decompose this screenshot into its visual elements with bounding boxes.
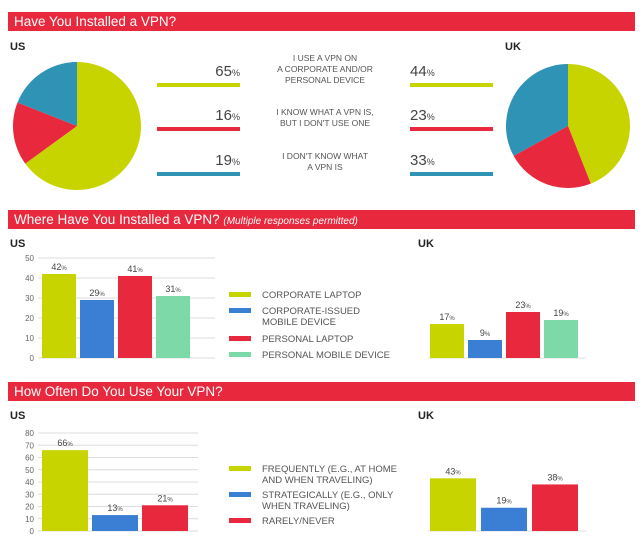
country-label-uk: UK <box>418 410 434 422</box>
where-uk-value-label: 17% <box>439 312 455 322</box>
freq-us-value-label: 13% <box>107 503 123 513</box>
freq-us-tick-label: 40 <box>25 478 34 487</box>
freq-us-tick-label: 70 <box>25 441 34 450</box>
where-legend-label: MOBILE DEVICE <box>262 317 336 328</box>
freq-uk-bar <box>532 484 578 531</box>
where-us-bar <box>156 296 190 358</box>
section-title: Where Have You Installed a VPN? <box>14 212 220 227</box>
where-us-tick-label: 40 <box>25 274 34 283</box>
category-label: I USE A VPN ON <box>293 53 357 63</box>
where-uk-bar <box>506 312 540 358</box>
section-banner-where: Where Have You Installed a VPN? (Multipl… <box>8 210 635 229</box>
where-legend-swatch <box>229 308 251 313</box>
where-us-tick-label: 30 <box>25 294 34 303</box>
category-label: PERSONAL DEVICE <box>285 75 365 85</box>
where-us-value-label: 42% <box>51 262 67 272</box>
where-legend-label: PERSONAL LAPTOP <box>262 334 353 345</box>
section-banner-installed: Have You Installed a VPN? <box>8 12 635 31</box>
us-value-label: 65% <box>215 63 240 80</box>
freq-uk-value-label: 19% <box>496 496 512 506</box>
where-uk-value-label: 9% <box>480 328 491 338</box>
freq-legend-label: AND WHEN TRAVELING) <box>262 475 373 486</box>
country-label-uk: UK <box>418 238 434 250</box>
freq-us-value-label: 21% <box>157 493 173 503</box>
category-label: A CORPORATE AND/OR <box>277 64 373 74</box>
where-uk-bar <box>544 320 578 358</box>
where-us-tick-label: 50 <box>25 254 34 263</box>
uk-value-label: 23% <box>410 107 435 124</box>
freq-us-tick-label: 20 <box>25 503 34 512</box>
freq-us-tick-label: 60 <box>25 454 34 463</box>
where-legend-swatch <box>229 352 251 357</box>
uk-pie-slice <box>506 64 568 156</box>
section-title: How Often Do You Use Your VPN? <box>14 384 223 399</box>
us-value-label: 16% <box>215 107 240 124</box>
freq-legend-label: RARELY/NEVER <box>262 516 335 527</box>
freq-us-tick-label: 10 <box>25 515 34 524</box>
category-label: I DON'T KNOW WHAT <box>282 151 368 161</box>
country-label-us: US <box>10 410 26 422</box>
freq-legend-swatch <box>229 492 251 497</box>
freq-legend-label: STRATEGICALLY (E.G., ONLY <box>262 490 394 501</box>
where-us-value-label: 31% <box>165 284 181 294</box>
freq-us-tick-label: 50 <box>25 466 34 475</box>
category-label: A VPN IS <box>307 162 343 172</box>
freq-us-bar <box>142 505 188 531</box>
uk-value-label: 33% <box>410 152 435 169</box>
freq-legend-swatch <box>229 518 251 523</box>
section-banner-frequency: How Often Do You Use Your VPN? <box>8 382 635 401</box>
where-legend-label: CORPORATE-ISSUED <box>262 306 360 317</box>
country-label-us: US <box>10 41 26 53</box>
us-pie-slice <box>13 102 77 164</box>
category-label: I KNOW WHAT A VPN IS, <box>276 107 373 117</box>
where-legend-label: CORPORATE LAPTOP <box>262 290 361 301</box>
freq-us-tick-label: 80 <box>25 429 34 438</box>
uk-value-label: 44% <box>410 63 435 80</box>
freq-us-bar <box>92 515 138 531</box>
freq-uk-value-label: 38% <box>547 472 563 482</box>
uk-pie-slice <box>513 126 591 188</box>
freq-us-tick-label: 30 <box>25 490 34 499</box>
freq-legend-label: WHEN TRAVELING) <box>262 501 350 512</box>
freq-us-value-label: 66% <box>57 438 73 448</box>
where-legend-label: PERSONAL MOBILE DEVICE <box>262 350 390 361</box>
where-uk-bar <box>468 340 502 358</box>
us-pie-slice <box>25 62 141 190</box>
where-us-bar <box>118 276 152 358</box>
where-legend-swatch <box>229 336 251 341</box>
where-us-bar <box>42 274 76 358</box>
where-uk-value-label: 19% <box>553 308 569 318</box>
section-subtitle: (Multiple responses permitted) <box>223 216 358 227</box>
where-legend-swatch <box>229 292 251 297</box>
us-value-label: 19% <box>215 152 240 169</box>
category-label: BUT I DON'T USE ONE <box>280 118 370 128</box>
us-pie-slice <box>17 62 77 126</box>
country-label-us: US <box>10 238 26 250</box>
uk-pie-slice <box>568 64 630 184</box>
where-us-tick-label: 20 <box>25 314 34 323</box>
freq-us-bar <box>42 450 88 531</box>
freq-us-tick-label: 0 <box>30 527 35 536</box>
section-title: Have You Installed a VPN? <box>14 14 177 29</box>
freq-legend-swatch <box>229 466 251 471</box>
where-us-value-label: 41% <box>127 264 143 274</box>
where-us-tick-label: 10 <box>25 334 34 343</box>
freq-legend-label: FREQUENTLY (E.G., AT HOME <box>262 464 397 475</box>
where-us-bar <box>80 300 114 358</box>
freq-uk-bar <box>481 507 527 531</box>
where-uk-bar <box>430 324 464 358</box>
freq-uk-value-label: 43% <box>445 466 461 476</box>
where-us-value-label: 29% <box>89 288 105 298</box>
freq-uk-bar <box>430 478 476 531</box>
country-label-uk: UK <box>505 41 521 53</box>
where-us-tick-label: 0 <box>30 354 35 363</box>
where-uk-value-label: 23% <box>515 300 531 310</box>
